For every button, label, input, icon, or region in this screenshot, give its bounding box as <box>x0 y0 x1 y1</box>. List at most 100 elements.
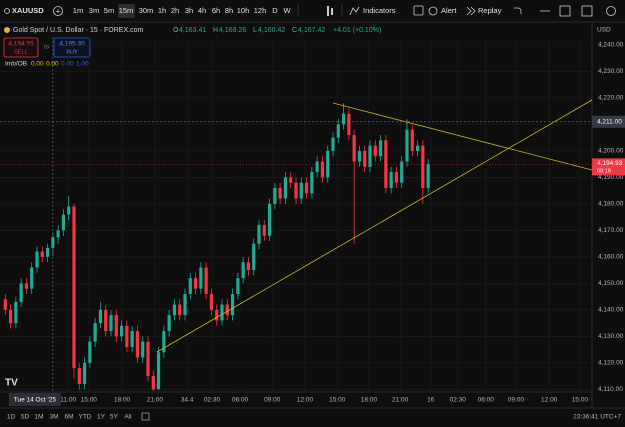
candle-body <box>151 376 155 390</box>
indicator-name: Imb/OB <box>5 61 27 68</box>
candle-body <box>8 309 13 324</box>
x-tick-label: 12:00 <box>541 397 558 404</box>
range-button[interactable]: 5D <box>21 414 30 421</box>
candle-body <box>67 206 71 215</box>
ohlc-key: C <box>292 27 297 34</box>
sell-price[interactable]: 4,194.55 <box>8 41 34 48</box>
fullscreen-icon[interactable] <box>559 5 571 17</box>
candle-body <box>278 188 282 199</box>
y-tick-label: 4,240.00 <box>598 42 624 49</box>
interval[interactable]: 3m <box>89 6 99 15</box>
interval[interactable]: D <box>272 6 278 15</box>
range-button[interactable]: 6M <box>64 414 73 421</box>
replay-icon[interactable] <box>466 6 476 16</box>
x-tick-label: 15:00 <box>329 397 346 404</box>
candle-body <box>193 278 198 289</box>
buy-label[interactable]: BUY <box>66 49 78 55</box>
layout-icon[interactable] <box>413 5 424 16</box>
range-button[interactable]: 1Y <box>97 414 106 421</box>
x-tick-label: 02:30 <box>204 397 221 404</box>
trend-line[interactable] <box>156 99 593 353</box>
candle-body <box>72 206 76 369</box>
interval[interactable]: 5m <box>104 6 114 15</box>
indicators-icon[interactable] <box>349 6 360 16</box>
buy-price[interactable]: 4,195.30 <box>59 41 85 48</box>
search-icon[interactable] <box>4 8 10 14</box>
candle-body <box>114 315 118 337</box>
alert-button[interactable]: Alert <box>441 6 457 15</box>
add-symbol-plus[interactable]: + <box>56 6 61 15</box>
range-button[interactable]: YTD <box>79 414 92 421</box>
candle-body <box>299 182 303 199</box>
snapshot-icon[interactable] <box>581 5 593 17</box>
crosshair-x-box <box>8 393 61 406</box>
y-tick-label: 4,190.00 <box>598 174 624 181</box>
buy-button[interactable] <box>53 37 91 58</box>
candle-body <box>14 301 18 324</box>
interval[interactable]: 4h <box>198 6 206 15</box>
y-tick-label: 4,130.00 <box>598 333 624 340</box>
y-tick-label: 4,170.00 <box>598 227 624 234</box>
candle-body <box>220 304 224 321</box>
trend-line[interactable] <box>332 102 593 171</box>
calendar-icon[interactable] <box>141 412 150 421</box>
candle-body <box>45 247 50 257</box>
ohlc-key: L <box>253 27 257 34</box>
range-button[interactable]: 1M <box>34 414 43 421</box>
replay-button[interactable]: Replay <box>478 6 502 15</box>
interval[interactable]: 15m <box>119 6 134 15</box>
candle-body <box>93 323 97 342</box>
symbol-icon <box>4 27 10 33</box>
candle-body <box>130 331 134 347</box>
chart-type-icon[interactable] <box>331 8 333 15</box>
range-button[interactable]: 5Y <box>110 414 119 421</box>
candle-body <box>82 362 87 385</box>
interval[interactable]: 1h <box>158 6 166 15</box>
countdown: 08:19 <box>597 168 611 174</box>
interval[interactable]: 2h <box>171 6 179 15</box>
interval[interactable]: 30m <box>139 6 154 15</box>
alert-icon[interactable] <box>428 6 438 16</box>
interval[interactable]: 1m <box>73 6 83 15</box>
candle-body <box>146 341 150 377</box>
x-tick-label: 12:00 <box>297 397 314 404</box>
last-price-label: 4,194.93 <box>597 160 623 167</box>
settings-icon[interactable] <box>606 6 616 16</box>
interval[interactable]: 6h <box>212 6 220 15</box>
crosshair-y-box <box>592 115 625 128</box>
sell-button[interactable] <box>3 37 39 58</box>
active-interval-bg <box>118 4 135 18</box>
range-button[interactable]: 1D <box>7 414 16 421</box>
candle-body <box>257 225 261 244</box>
range-button[interactable]: All <box>124 414 132 421</box>
candle-body <box>35 251 39 268</box>
undo-icon[interactable] <box>514 7 522 14</box>
chart-type-icon[interactable] <box>327 6 329 16</box>
interval[interactable]: W <box>283 6 291 15</box>
indicators-button[interactable]: Indicators <box>363 6 396 15</box>
x-tick-label: 15:00 <box>572 397 589 404</box>
candle-body <box>141 341 145 358</box>
interval[interactable]: 12h <box>254 6 267 15</box>
ohlc-key: O <box>173 27 179 34</box>
y-tick-label: 4,230.00 <box>598 68 624 75</box>
range-button[interactable]: 3M <box>49 414 58 421</box>
candle-body <box>304 182 309 194</box>
x-tick-label: 15:00 <box>81 397 98 404</box>
sell-label[interactable]: SELL <box>14 49 27 55</box>
interval[interactable]: 3h <box>185 6 193 15</box>
indicator-value: 0.00 <box>31 61 44 68</box>
add-symbol[interactable] <box>53 6 63 16</box>
candle-body <box>172 304 177 316</box>
interval[interactable]: 10h <box>237 6 250 15</box>
symbol[interactable]: XAUUSD <box>12 6 44 15</box>
interval[interactable]: 8h <box>225 6 233 15</box>
candle-body <box>368 145 372 167</box>
candle-body <box>421 145 425 189</box>
logo[interactable]: TV <box>5 378 18 389</box>
candle-body <box>88 341 92 363</box>
candle-body <box>378 140 383 157</box>
candle-body <box>125 325 129 347</box>
candle-body <box>310 172 314 194</box>
